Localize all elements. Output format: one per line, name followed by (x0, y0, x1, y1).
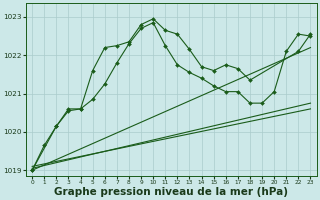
X-axis label: Graphe pression niveau de la mer (hPa): Graphe pression niveau de la mer (hPa) (54, 187, 288, 197)
